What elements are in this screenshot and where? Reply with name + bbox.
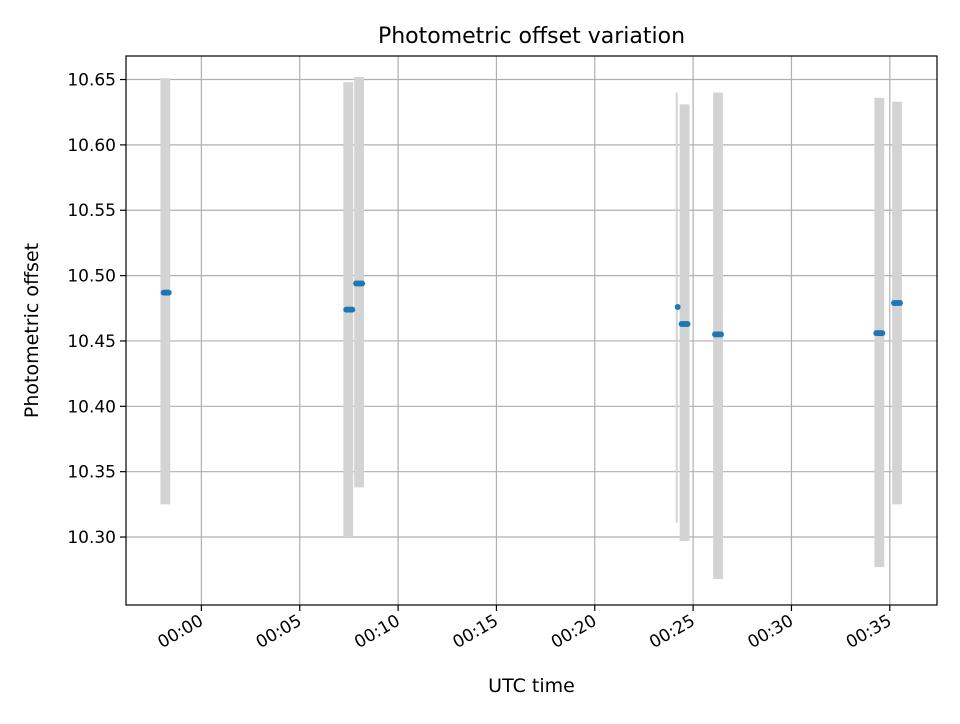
y-tick-label: 10.65 [67,71,116,91]
plot-frame [125,55,938,606]
y-tick-label: 10.40 [67,397,116,417]
data-point [674,303,681,310]
data-points [160,280,903,338]
x-axis-label: UTC time [488,675,575,697]
data-point [165,289,172,296]
data-point [879,330,886,337]
data-point [684,320,691,327]
y-tick-label: 10.55 [67,201,116,221]
data-point [349,306,356,313]
grid-lines [126,56,937,605]
y-axis-ticks: 10.30 10.35 10.40 10.45 10.50 10.55 10.60 10.65 [67,71,126,548]
y-axis-label: Photometric offset [21,243,43,418]
data-point [717,331,724,338]
y-tick-label: 10.50 [67,267,116,287]
chart-title: Photometric offset variation [378,24,685,49]
y-tick-label: 10.45 [67,332,116,352]
data-point [896,300,903,307]
data-point [359,280,366,287]
y-tick-label: 10.60 [67,136,116,156]
y-tick-label: 10.35 [67,463,116,483]
y-tick-label: 10.30 [67,528,116,548]
